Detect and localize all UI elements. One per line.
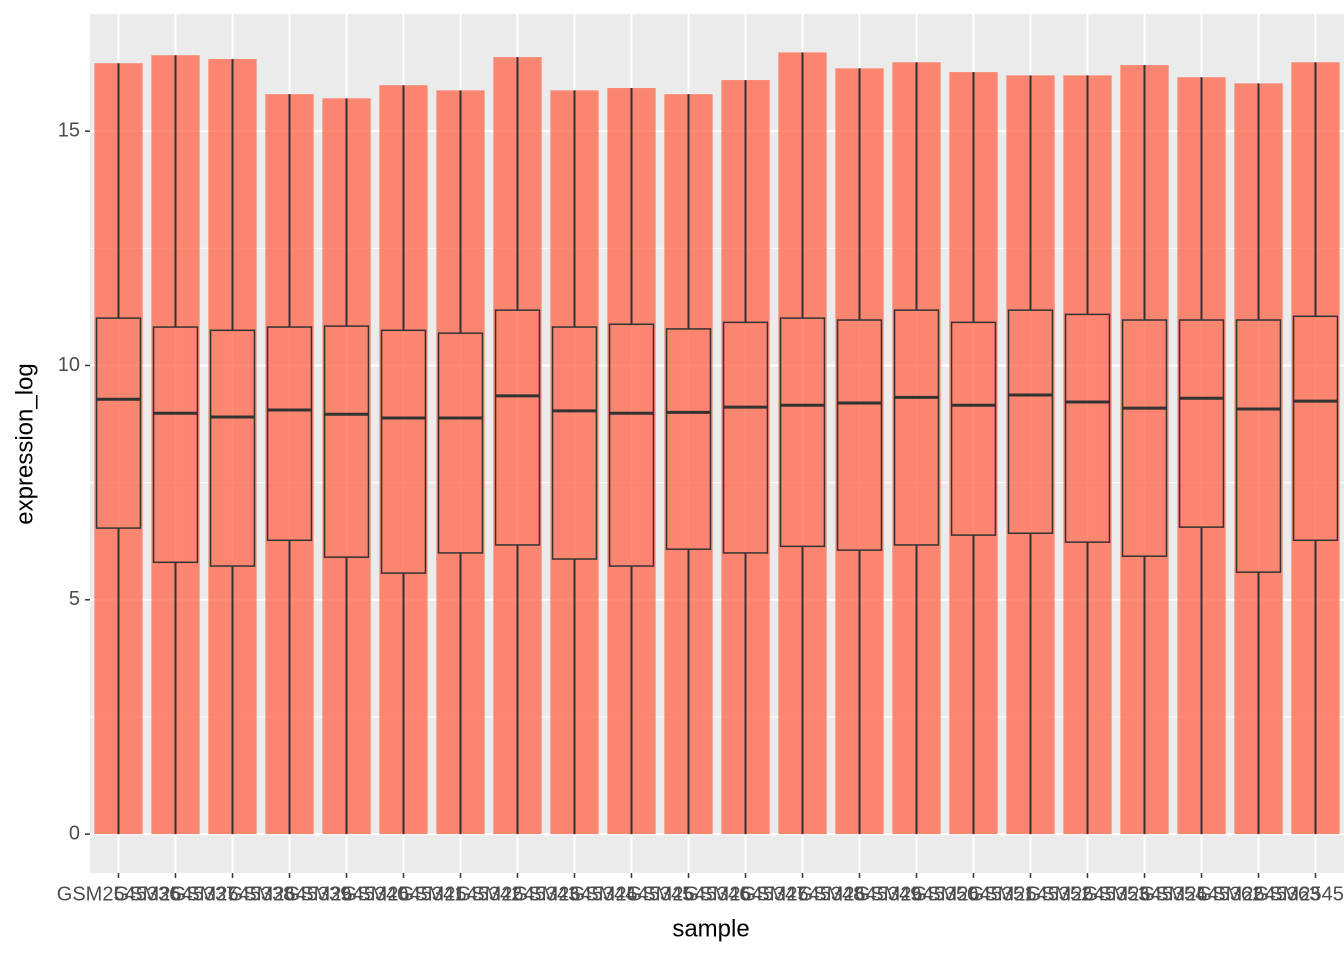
box — [950, 321, 997, 536]
box — [152, 326, 199, 564]
box — [779, 317, 826, 548]
y-tick-label: 5 — [69, 588, 80, 610]
box — [665, 328, 712, 550]
y-tick-label: 0 — [69, 822, 80, 844]
box — [494, 309, 541, 546]
box — [1007, 309, 1054, 534]
box — [437, 332, 484, 554]
box — [380, 329, 427, 574]
x-tick-label: GSM2545351 — [912, 883, 1035, 905]
box — [209, 329, 256, 567]
box — [608, 323, 655, 567]
x-tick-label: GSM2545344 — [513, 883, 636, 905]
x-axis-title: sample — [672, 915, 749, 942]
x-tick-label: GSM2545336 — [57, 883, 180, 905]
x-tick-label: GSM2545354 — [1083, 883, 1206, 905]
x-tick-label: GSM2545348 — [741, 883, 864, 905]
box — [266, 326, 313, 542]
x-tick-label: GSM2545339 — [228, 883, 351, 905]
x-tick-label: GSM2545363 — [1197, 883, 1320, 905]
box — [893, 309, 940, 546]
box — [323, 325, 370, 558]
x-tick-label: GSM2545380 — [1254, 883, 1344, 905]
box — [836, 319, 883, 551]
box — [1064, 313, 1111, 543]
x-tick-label: GSM2545350 — [855, 883, 978, 905]
x-tick-label: GSM2545337 — [114, 883, 237, 905]
y-tick-label: 15 — [58, 119, 80, 141]
x-tick-label: GSM2545362 — [1140, 883, 1263, 905]
box — [1178, 319, 1225, 528]
box — [1292, 315, 1339, 542]
y-tick-label: 10 — [58, 354, 80, 376]
x-tick-label: GSM2545347 — [684, 883, 807, 905]
y-axis-title: expression_log — [11, 363, 38, 524]
box — [551, 326, 598, 560]
box — [1235, 319, 1282, 573]
x-tick-label: GSM2545340 — [285, 883, 408, 905]
x-tick-label: GSM2545345 — [570, 883, 693, 905]
x-tick-label: GSM2545341 — [342, 883, 465, 905]
x-tick-label: GSM2545346 — [627, 883, 750, 905]
x-tick-label: GSM2545349 — [798, 883, 921, 905]
box — [722, 321, 769, 554]
x-tick-label: GSM2545338 — [171, 883, 294, 905]
x-tick-label: GSM2545342 — [399, 883, 522, 905]
box — [1121, 319, 1168, 557]
box — [95, 317, 142, 529]
x-tick-label: GSM2545352 — [969, 883, 1092, 905]
x-tick-label: GSM2545353 — [1026, 883, 1149, 905]
x-tick-label: GSM2545343 — [456, 883, 579, 905]
